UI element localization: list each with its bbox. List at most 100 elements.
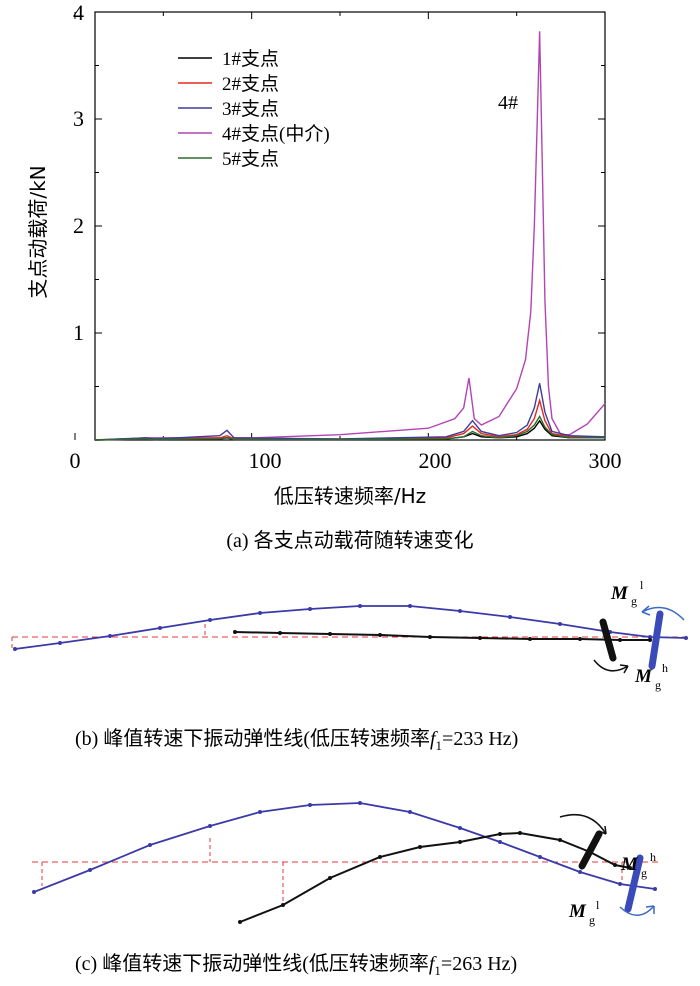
rotor-node xyxy=(308,607,312,611)
series-line-3 xyxy=(94,383,606,441)
arrowhead xyxy=(619,664,629,674)
rotor-node xyxy=(233,630,237,634)
y-tick-label: 3 xyxy=(73,106,84,131)
moment-sub-c2: g xyxy=(589,913,595,927)
caption-b-sub: 1 xyxy=(436,738,443,753)
axis-ticks xyxy=(74,11,606,441)
rotor-node xyxy=(58,641,62,645)
rotor-node xyxy=(648,638,652,642)
legend-label-5: 5#支点 xyxy=(222,148,279,170)
rotor-node xyxy=(418,845,422,849)
low-pressure-disk-b xyxy=(599,618,617,662)
legend-label-3: 3#支点 xyxy=(222,98,279,120)
rotor-node xyxy=(558,622,562,626)
low-pressure-disk-c xyxy=(578,830,603,870)
rotor-node xyxy=(648,635,652,639)
plot-frame xyxy=(94,11,606,441)
rotor-node xyxy=(378,855,382,859)
rotor-node xyxy=(538,855,542,859)
legend-label-4: 4#支点(中介) xyxy=(222,123,330,145)
blue-rotor-line-b xyxy=(14,605,687,650)
caption-b-text: (b) 峰值转速下振动弹性线(低压转速频率 xyxy=(75,727,430,750)
rotor-node xyxy=(238,920,242,924)
moment-arrow-gl-b xyxy=(641,606,685,621)
y-tick-label: 1 xyxy=(73,320,84,345)
caption-c-end: =263 Hz) xyxy=(441,953,517,975)
rotor-node xyxy=(378,633,382,637)
moment-sup-b1: l xyxy=(640,578,644,592)
legend-label-1: 1#支点 xyxy=(222,48,279,70)
moment-sup-b2: h xyxy=(662,661,668,675)
caption-c-text: (c) 峰值转速下振动弹性线(低压转速频率 xyxy=(75,952,429,975)
x-tick-label: 200 xyxy=(419,448,452,473)
y-tick-label: 4 xyxy=(73,0,84,25)
rotor-node xyxy=(258,810,262,814)
rotor-node xyxy=(32,890,36,894)
rotor-node xyxy=(258,611,262,615)
legend: 1#支点 2#支点 3#支点 4#支点(中介) 5#支点 xyxy=(178,48,330,170)
legend-label-2: 2#支点 xyxy=(222,73,279,95)
rotor-node xyxy=(628,866,632,870)
rotor-node xyxy=(208,618,212,622)
rotor-node xyxy=(328,876,332,880)
rotor-node xyxy=(158,626,162,630)
blue-rotor-line-c xyxy=(33,802,656,893)
x-tick-label: 300 xyxy=(589,448,622,473)
moment-arrow-gl-c xyxy=(619,905,655,916)
x-tick-label: 100 xyxy=(249,448,282,473)
series-line-5 xyxy=(94,415,605,441)
rotor-node xyxy=(558,838,562,842)
caption-b-var: f xyxy=(430,728,438,750)
rotor-node xyxy=(108,634,112,638)
chart-a: 0 100 200 300 1 2 3 4 低压转速频率/Hz 支点动载荷/kN… xyxy=(26,0,622,552)
rotor-node xyxy=(148,843,152,847)
high-pressure-disk-b xyxy=(648,610,664,670)
blue-rotor-nodes-b xyxy=(13,604,688,651)
moment-label-gl-c: M xyxy=(568,901,587,922)
rotor-node xyxy=(578,637,582,641)
caption-c-var: f xyxy=(429,953,437,975)
rotor-node xyxy=(618,882,622,886)
rotor-node xyxy=(278,631,282,635)
rotor-node xyxy=(458,609,462,613)
moment-label-gl-b: M xyxy=(610,583,629,604)
blue-rotor-nodes-c xyxy=(32,801,657,894)
x-tick-label: 0 xyxy=(70,448,81,473)
arrowhead xyxy=(645,905,655,914)
rotor-node xyxy=(408,810,412,814)
caption-b: (b) 峰值转速下振动弹性线(低压转速频率f1=233 Hz) xyxy=(75,727,518,753)
caption-c: (c) 峰值转速下振动弹性线(低压转速频率f1=263 Hz) xyxy=(75,952,517,978)
moment-arrow-gh-c xyxy=(559,813,607,835)
moment-label-gh-c: M xyxy=(620,854,639,875)
rotor-node xyxy=(498,832,502,836)
rotor-node xyxy=(408,604,412,608)
series-line-2 xyxy=(94,397,605,441)
rotor-node xyxy=(208,824,212,828)
rotor-node xyxy=(578,870,582,874)
rotor-node xyxy=(528,637,532,641)
rotor-node xyxy=(478,636,482,640)
black-rotor-line-c xyxy=(239,831,631,923)
rotor-node xyxy=(458,840,462,844)
y-tick-label: 2 xyxy=(73,213,84,238)
arrowhead xyxy=(598,825,607,835)
rotor-node xyxy=(618,638,622,642)
rotor-node xyxy=(498,840,502,844)
rotor-node xyxy=(684,636,688,640)
caption-b-end: =233 Hz) xyxy=(442,728,518,750)
series-line-4 xyxy=(94,31,606,441)
rotor-node xyxy=(613,863,617,867)
rotor-node xyxy=(88,868,92,872)
moment-sub-b1: g xyxy=(631,594,637,608)
mode-shape-c: M g h M g l (c) 峰值转速下振动弹性线(低压转速频率f1=263 … xyxy=(32,801,658,978)
high-pressure-disk-c xyxy=(624,854,644,913)
moment-sup-c1: h xyxy=(650,850,656,864)
rotor-node xyxy=(281,903,285,907)
moment-sup-c2: l xyxy=(596,898,600,912)
caption-c-sub: 1 xyxy=(434,963,441,978)
rotor-node xyxy=(458,826,462,830)
moment-label-gh-b: M xyxy=(634,666,653,687)
rotor-node xyxy=(358,604,362,608)
caption-a: (a) 各支点动载荷随转速变化 xyxy=(226,529,473,552)
